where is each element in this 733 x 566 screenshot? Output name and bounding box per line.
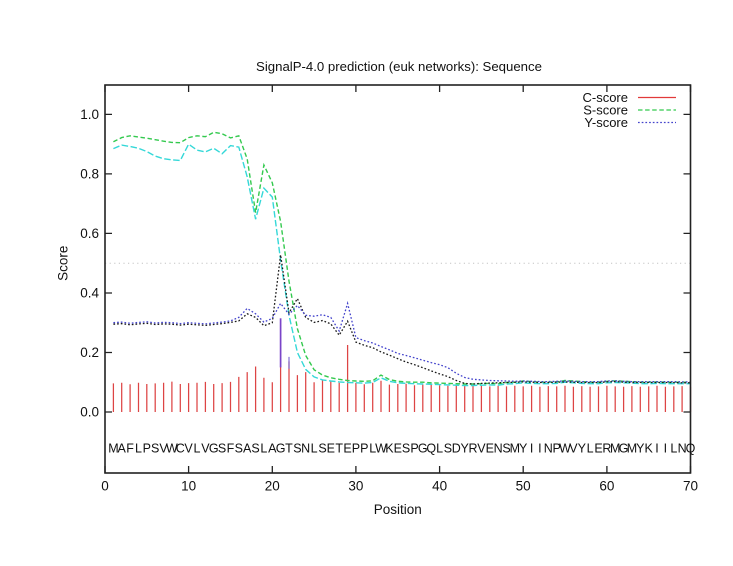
svg-text:L: L bbox=[260, 442, 267, 456]
svg-text:S: S bbox=[402, 442, 410, 456]
svg-text:E: E bbox=[486, 442, 494, 456]
svg-text:M: M bbox=[510, 442, 520, 456]
svg-text:G: G bbox=[619, 442, 629, 456]
svg-text:F: F bbox=[126, 442, 134, 456]
svg-text:A: A bbox=[118, 442, 127, 456]
svg-text:T: T bbox=[285, 442, 293, 456]
svg-text:V: V bbox=[569, 442, 578, 456]
svg-text:60: 60 bbox=[599, 479, 614, 494]
svg-text:Position: Position bbox=[374, 502, 422, 517]
svg-text:0: 0 bbox=[101, 479, 109, 494]
svg-text:S: S bbox=[251, 442, 259, 456]
svg-text:F: F bbox=[227, 442, 235, 456]
svg-text:R: R bbox=[468, 442, 477, 456]
svg-text:E: E bbox=[343, 442, 351, 456]
svg-text:I: I bbox=[538, 442, 541, 456]
svg-text:Q: Q bbox=[426, 442, 436, 456]
svg-text:L: L bbox=[670, 442, 677, 456]
svg-text:E: E bbox=[327, 442, 335, 456]
svg-text:T: T bbox=[335, 442, 343, 456]
svg-text:L: L bbox=[436, 442, 443, 456]
svg-text:L: L bbox=[587, 442, 594, 456]
svg-text:S: S bbox=[293, 442, 301, 456]
svg-text:M: M bbox=[610, 442, 620, 456]
svg-text:S: S bbox=[502, 442, 510, 456]
svg-text:Y: Y bbox=[461, 442, 470, 456]
svg-text:V: V bbox=[477, 442, 486, 456]
svg-text:P: P bbox=[410, 442, 418, 456]
svg-text:E: E bbox=[394, 442, 402, 456]
svg-text:G: G bbox=[209, 442, 219, 456]
svg-text:40: 40 bbox=[432, 479, 447, 494]
svg-text:Q: Q bbox=[686, 442, 696, 456]
svg-text:S: S bbox=[444, 442, 452, 456]
svg-text:L: L bbox=[311, 442, 318, 456]
svg-text:M: M bbox=[627, 442, 637, 456]
svg-text:G: G bbox=[276, 442, 286, 456]
svg-text:Y: Y bbox=[578, 442, 587, 456]
svg-text:L: L bbox=[135, 442, 142, 456]
svg-text:V: V bbox=[201, 442, 210, 456]
svg-text:L: L bbox=[369, 442, 376, 456]
svg-text:Y: Y bbox=[636, 442, 645, 456]
svg-text:C-score: C-score bbox=[582, 90, 628, 105]
svg-text:I: I bbox=[664, 442, 667, 456]
svg-text:S-score: S-score bbox=[583, 103, 628, 118]
svg-text:10: 10 bbox=[181, 479, 196, 494]
svg-text:P: P bbox=[360, 442, 368, 456]
svg-text:R: R bbox=[602, 442, 611, 456]
svg-text:G: G bbox=[418, 442, 428, 456]
svg-text:E: E bbox=[594, 442, 602, 456]
svg-text:V: V bbox=[159, 442, 168, 456]
svg-text:I: I bbox=[530, 442, 533, 456]
svg-text:0.2: 0.2 bbox=[80, 345, 99, 360]
svg-text:A: A bbox=[268, 442, 277, 456]
svg-text:V: V bbox=[184, 442, 193, 456]
svg-text:30: 30 bbox=[348, 479, 363, 494]
svg-text:M: M bbox=[108, 442, 118, 456]
svg-text:D: D bbox=[452, 442, 461, 456]
svg-text:C: C bbox=[176, 442, 185, 456]
svg-text:K: K bbox=[645, 442, 654, 456]
svg-text:P: P bbox=[352, 442, 360, 456]
svg-text:20: 20 bbox=[265, 479, 280, 494]
svg-text:S: S bbox=[151, 442, 159, 456]
svg-text:N: N bbox=[301, 442, 310, 456]
svg-text:A: A bbox=[243, 442, 252, 456]
svg-text:W: W bbox=[166, 442, 178, 456]
svg-text:I: I bbox=[655, 442, 658, 456]
svg-text:0.8: 0.8 bbox=[80, 167, 99, 182]
svg-text:N: N bbox=[494, 442, 503, 456]
svg-text:0.0: 0.0 bbox=[80, 405, 99, 420]
svg-text:1.0: 1.0 bbox=[80, 107, 99, 122]
svg-text:P: P bbox=[143, 442, 151, 456]
svg-text:S: S bbox=[235, 442, 243, 456]
svg-text:70: 70 bbox=[683, 479, 698, 494]
svg-text:50: 50 bbox=[516, 479, 531, 494]
svg-text:W: W bbox=[375, 442, 387, 456]
svg-text:S: S bbox=[318, 442, 326, 456]
svg-text:N: N bbox=[678, 442, 687, 456]
svg-text:SignalP-4.0 prediction (euk ne: SignalP-4.0 prediction (euk networks): S… bbox=[256, 59, 542, 74]
svg-text:0.6: 0.6 bbox=[80, 226, 99, 241]
svg-text:S: S bbox=[218, 442, 226, 456]
svg-text:Y: Y bbox=[519, 442, 528, 456]
svg-text:N: N bbox=[544, 442, 553, 456]
svg-text:Score: Score bbox=[56, 246, 71, 281]
svg-text:Y-score: Y-score bbox=[584, 115, 628, 130]
svg-text:W: W bbox=[559, 442, 571, 456]
svg-text:0.4: 0.4 bbox=[80, 286, 99, 301]
svg-text:K: K bbox=[385, 442, 394, 456]
svg-text:P: P bbox=[553, 442, 561, 456]
svg-text:L: L bbox=[194, 442, 201, 456]
